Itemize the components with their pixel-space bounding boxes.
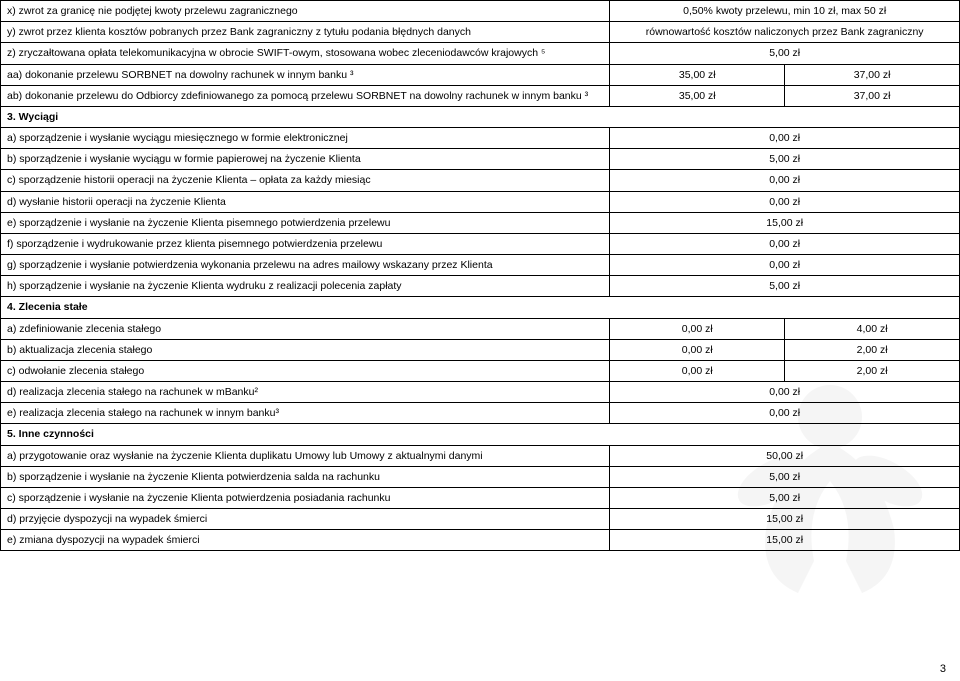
row-value: 0,00 zł [610,255,960,276]
row-value: 5,00 zł [610,466,960,487]
table-row: h) sporządzenie i wysłanie na życzenie K… [1,276,960,297]
row-value: 0,00 zł [610,403,960,424]
row-value-2: 4,00 zł [785,318,960,339]
table-row: a) sporządzenie i wysłanie wyciągu miesi… [1,128,960,149]
table-row: a) zdefiniowanie zlecenia stałego0,00 zł… [1,318,960,339]
table-row: ab) dokonanie przelewu do Odbiorcy zdefi… [1,85,960,106]
row-description: h) sporządzenie i wysłanie na życzenie K… [1,276,610,297]
row-description: e) realizacja zlecenia stałego na rachun… [1,403,610,424]
row-description: aa) dokonanie przelewu SORBNET na dowoln… [1,64,610,85]
table-row: 4. Zlecenia stałe [1,297,960,318]
row-value-1: 0,00 zł [610,318,785,339]
table-row: d) realizacja zlecenia stałego na rachun… [1,382,960,403]
row-description: z) zryczałtowana opłata telekomunikacyjn… [1,43,610,64]
row-value-1: 35,00 zł [610,64,785,85]
table-row: a) przygotowanie oraz wysłanie na życzen… [1,445,960,466]
row-description: c) odwołanie zlecenia stałego [1,360,610,381]
row-value: 5,00 zł [610,149,960,170]
row-description: ab) dokonanie przelewu do Odbiorcy zdefi… [1,85,610,106]
row-value-1: 0,00 zł [610,360,785,381]
section-heading: 4. Zlecenia stałe [1,297,960,318]
table-row: e) realizacja zlecenia stałego na rachun… [1,403,960,424]
row-description: e) sporządzenie i wysłanie na życzenie K… [1,212,610,233]
row-value-1: 0,00 zł [610,339,785,360]
row-description: c) sporządzenie historii operacji na życ… [1,170,610,191]
row-description: b) sporządzenie i wysłanie wyciągu w for… [1,149,610,170]
page-number: 3 [940,663,946,675]
table-row: aa) dokonanie przelewu SORBNET na dowoln… [1,64,960,85]
row-value: 5,00 zł [610,43,960,64]
table-row: e) zmiana dyspozycji na wypadek śmierci1… [1,530,960,551]
section-heading: 5. Inne czynności [1,424,960,445]
row-description: b) sporządzenie i wysłanie na życzenie K… [1,466,610,487]
row-value-2: 2,00 zł [785,339,960,360]
table-row: b) aktualizacja zlecenia stałego0,00 zł2… [1,339,960,360]
row-value: 5,00 zł [610,487,960,508]
row-description: y) zwrot przez klienta kosztów pobranych… [1,22,610,43]
table-row: f) sporządzenie i wydrukowanie przez kli… [1,233,960,254]
table-row: d) przyjęcie dyspozycji na wypadek śmier… [1,509,960,530]
row-value-2: 2,00 zł [785,360,960,381]
row-value: 15,00 zł [610,530,960,551]
row-value: 0,00 zł [610,233,960,254]
table-row: e) sporządzenie i wysłanie na życzenie K… [1,212,960,233]
table-row: b) sporządzenie i wysłanie na życzenie K… [1,466,960,487]
row-value: 50,00 zł [610,445,960,466]
row-value: 0,00 zł [610,191,960,212]
section-heading: 3. Wyciągi [1,106,960,127]
row-description: a) przygotowanie oraz wysłanie na życzen… [1,445,610,466]
table-row: d) wysłanie historii operacji na życzeni… [1,191,960,212]
fees-table: x) zwrot za granicę nie podjętej kwoty p… [0,0,960,551]
row-value-2: 37,00 zł [785,64,960,85]
row-description: d) przyjęcie dyspozycji na wypadek śmier… [1,509,610,530]
row-value: 15,00 zł [610,509,960,530]
row-value: 0,00 zł [610,170,960,191]
row-value: 5,00 zł [610,276,960,297]
table-row: c) odwołanie zlecenia stałego0,00 zł2,00… [1,360,960,381]
table-row: g) sporządzenie i wysłanie potwierdzenia… [1,255,960,276]
row-value: równowartość kosztów naliczonych przez B… [610,22,960,43]
table-row: 5. Inne czynności [1,424,960,445]
table-row: c) sporządzenie historii operacji na życ… [1,170,960,191]
row-value: 0,00 zł [610,382,960,403]
row-description: f) sporządzenie i wydrukowanie przez kli… [1,233,610,254]
row-value: 15,00 zł [610,212,960,233]
row-value: 0,50% kwoty przelewu, min 10 zł, max 50 … [610,1,960,22]
row-value-1: 35,00 zł [610,85,785,106]
table-row: z) zryczałtowana opłata telekomunikacyjn… [1,43,960,64]
row-description: e) zmiana dyspozycji na wypadek śmierci [1,530,610,551]
table-row: x) zwrot za granicę nie podjętej kwoty p… [1,1,960,22]
table-row: 3. Wyciągi [1,106,960,127]
row-description: d) wysłanie historii operacji na życzeni… [1,191,610,212]
row-description: x) zwrot za granicę nie podjętej kwoty p… [1,1,610,22]
table-row: b) sporządzenie i wysłanie wyciągu w for… [1,149,960,170]
row-description: a) sporządzenie i wysłanie wyciągu miesi… [1,128,610,149]
row-description: g) sporządzenie i wysłanie potwierdzenia… [1,255,610,276]
table-row: c) sporządzenie i wysłanie na życzenie K… [1,487,960,508]
row-value: 0,00 zł [610,128,960,149]
row-description: a) zdefiniowanie zlecenia stałego [1,318,610,339]
row-description: b) aktualizacja zlecenia stałego [1,339,610,360]
row-description: d) realizacja zlecenia stałego na rachun… [1,382,610,403]
row-description: c) sporządzenie i wysłanie na życzenie K… [1,487,610,508]
table-row: y) zwrot przez klienta kosztów pobranych… [1,22,960,43]
row-value-2: 37,00 zł [785,85,960,106]
